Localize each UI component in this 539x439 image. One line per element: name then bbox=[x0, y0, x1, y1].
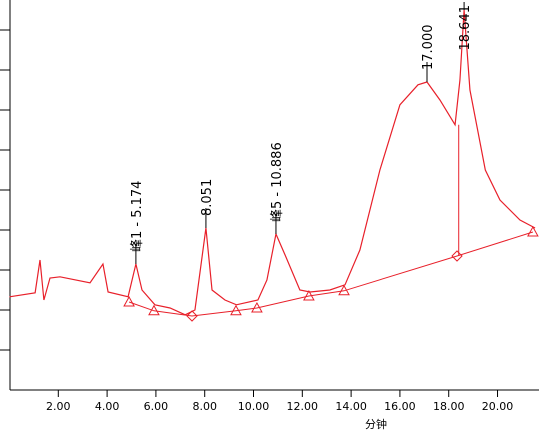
baseline-marker bbox=[148, 304, 160, 316]
peak-label: 18.641 bbox=[458, 5, 473, 51]
baseline bbox=[128, 231, 534, 317]
baseline-marker bbox=[303, 289, 315, 301]
baseline-marker bbox=[338, 284, 350, 296]
x-tick-label: 10.00 bbox=[238, 400, 270, 413]
baseline-marker bbox=[451, 250, 463, 262]
peak-label: 峰5 - 10.886 bbox=[270, 142, 285, 222]
peak-label: 峰1 - 5.174 bbox=[130, 181, 145, 252]
baseline-marker bbox=[186, 310, 198, 322]
baseline-marker bbox=[230, 304, 242, 316]
x-tick-label: 12.00 bbox=[287, 400, 319, 413]
x-tick-label: 4.00 bbox=[95, 400, 120, 413]
peak-label: 8.051 bbox=[200, 179, 215, 216]
x-tick-label: 18.00 bbox=[433, 400, 465, 413]
baseline-marker bbox=[251, 301, 263, 313]
x-tick-label: 6.00 bbox=[144, 400, 169, 413]
x-tick-label: 2.00 bbox=[46, 400, 71, 413]
baseline-marker bbox=[527, 225, 539, 237]
signal-trace bbox=[9, 9, 536, 316]
x-tick-label: 14.00 bbox=[335, 400, 367, 413]
x-tick-label: 8.00 bbox=[192, 400, 217, 413]
peak-label: 17.000 bbox=[421, 25, 436, 71]
x-tick-label: 20.00 bbox=[482, 400, 514, 413]
x-tick-label: 16.00 bbox=[384, 400, 416, 413]
x-axis-label: 分钟 bbox=[365, 417, 387, 431]
baseline-marker bbox=[123, 295, 135, 307]
